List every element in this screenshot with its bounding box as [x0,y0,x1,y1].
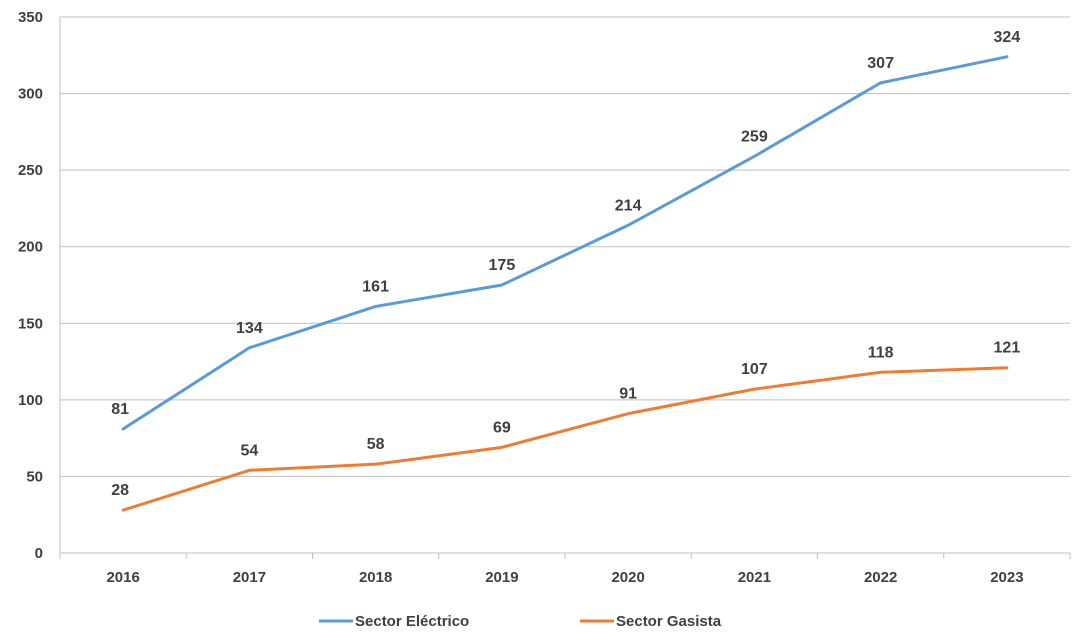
data-label: 28 [111,482,129,499]
x-tick-label: 2020 [611,569,644,586]
y-tick-label: 100 [18,392,43,409]
x-tick-label: 2018 [359,569,392,586]
data-label: 107 [741,361,768,378]
series-line-1 [121,55,1009,431]
y-tick-label: 350 [18,9,43,26]
y-tick-label: 0 [35,545,43,562]
data-label: 121 [994,340,1021,357]
data-label: 324 [994,29,1021,46]
gridlines [60,16,1070,477]
series-line-2 [121,366,1009,512]
x-tick-label: 2017 [233,569,266,586]
y-tick-label: 150 [18,315,43,332]
data-label: 91 [619,386,637,403]
data-label: 214 [615,197,642,214]
x-tick-label: 2021 [738,569,771,586]
x-tick-label: 2019 [485,569,518,586]
y-tick-label: 50 [26,468,43,485]
axes: 0 50 100 150 200 250 300 350 2016 2017 2018 2019 202… [18,9,1071,586]
data-label: 259 [741,128,768,145]
data-label: 69 [493,419,511,436]
legend-label-2: Sector Gasista [616,613,722,630]
data-label: 307 [867,55,894,72]
data-label: 54 [240,442,258,459]
data-label: 175 [489,257,516,274]
y-tick-label: 300 [18,86,43,103]
legend-label-1: Sector Eléctrico [355,613,469,630]
data-labels: 81 134 161 175 214 259 307 324 28 54 58 69 91 107 118 1… [111,29,1020,499]
x-tick-label: 2023 [990,569,1023,586]
x-tick-label: 2016 [106,569,139,586]
x-tick-label: 2022 [864,569,897,586]
data-label: 81 [111,401,129,418]
data-label: 161 [362,278,389,295]
y-tick-label: 250 [18,162,43,179]
series-lines [121,55,1009,512]
data-label: 134 [236,320,263,337]
y-tick-label: 200 [18,239,43,256]
legend: Sector Eléctrico Sector Gasista [319,613,722,630]
data-label: 118 [868,344,894,361]
data-label: 58 [367,436,385,453]
